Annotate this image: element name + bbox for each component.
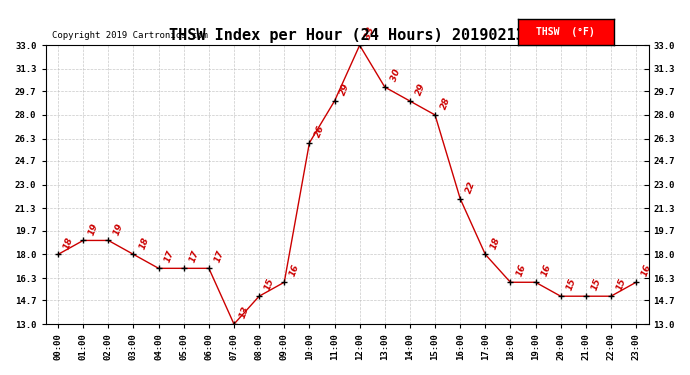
Text: 19: 19 [88, 222, 100, 236]
Text: THSW  (°F): THSW (°F) [536, 27, 595, 37]
Text: 33: 33 [364, 26, 377, 41]
Text: 17: 17 [188, 249, 201, 264]
Text: 15: 15 [590, 277, 602, 292]
Text: Copyright 2019 Cartronics.com: Copyright 2019 Cartronics.com [52, 31, 208, 40]
Text: 15: 15 [264, 277, 276, 292]
Text: 28: 28 [440, 96, 452, 111]
Text: 29: 29 [414, 82, 427, 97]
Text: 26: 26 [313, 124, 326, 139]
Text: 22: 22 [464, 180, 477, 195]
Text: 30: 30 [389, 68, 402, 83]
Text: 18: 18 [489, 236, 502, 250]
Text: 15: 15 [565, 277, 578, 292]
Text: 15: 15 [615, 277, 628, 292]
Text: 17: 17 [213, 249, 226, 264]
Text: 16: 16 [540, 263, 553, 278]
Text: 16: 16 [288, 263, 301, 278]
Text: 17: 17 [163, 249, 175, 264]
Text: 13: 13 [238, 305, 251, 320]
Text: 18: 18 [62, 236, 75, 250]
Title: THSW Index per Hour (24 Hours) 20190213: THSW Index per Hour (24 Hours) 20190213 [169, 28, 525, 43]
Text: 18: 18 [137, 236, 150, 250]
Text: 29: 29 [339, 82, 351, 97]
Text: 19: 19 [112, 222, 126, 236]
Text: 16: 16 [640, 263, 653, 278]
Text: 16: 16 [515, 263, 527, 278]
